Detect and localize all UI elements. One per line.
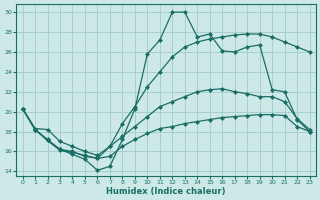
X-axis label: Humidex (Indice chaleur): Humidex (Indice chaleur) <box>106 187 226 196</box>
